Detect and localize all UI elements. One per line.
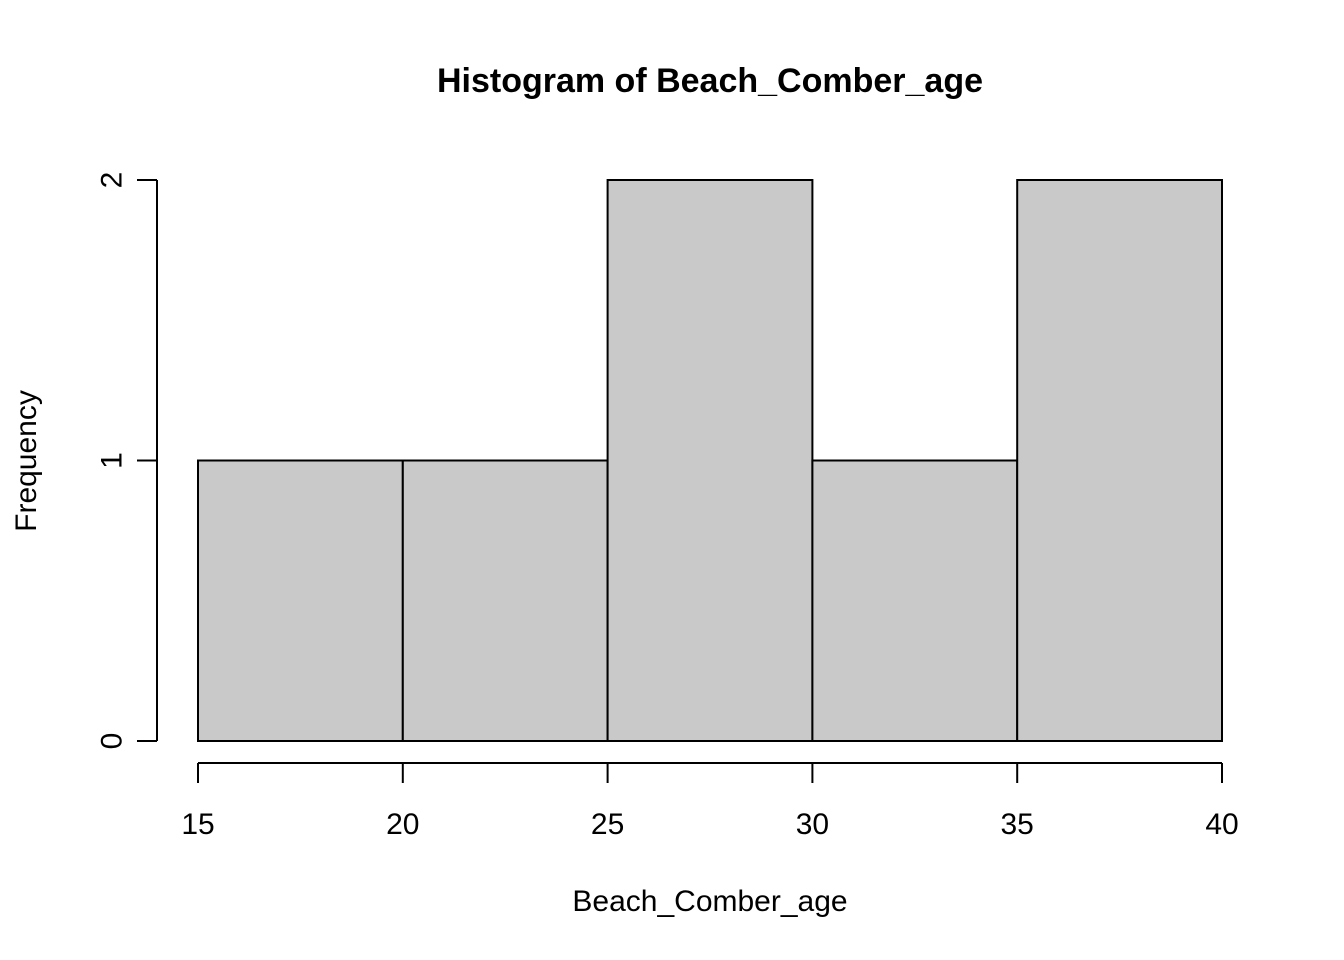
y-axis-label: Frequency [10, 390, 43, 532]
x-tick-label-40: 40 [1205, 808, 1238, 841]
x-tick-label-25: 25 [591, 808, 624, 841]
y-tick-label-1: 1 [96, 452, 129, 469]
chart-title: Histogram of Beach_Comber_age [437, 62, 983, 100]
x-tick-label-30: 30 [796, 808, 829, 841]
bars-group [197, 179, 1224, 742]
y-tick-label-2: 2 [96, 172, 129, 189]
x-tick-label-35: 35 [1001, 808, 1034, 841]
y-tick-label-0: 0 [96, 733, 129, 750]
histogram-bar-5 [1016, 179, 1224, 742]
histogram-bar-1 [197, 459, 404, 742]
histogram-bar-2 [401, 459, 609, 742]
x-tick-label-20: 20 [386, 808, 419, 841]
x-axis-label: Beach_Comber_age [572, 885, 847, 918]
histogram-bar-4 [811, 459, 1019, 742]
x-axis: 15 20 25 30 35 40 [181, 762, 1239, 841]
y-axis: 0 1 2 [96, 172, 158, 750]
x-tick-label-15: 15 [181, 808, 214, 841]
histogram-bar-3 [606, 179, 814, 742]
